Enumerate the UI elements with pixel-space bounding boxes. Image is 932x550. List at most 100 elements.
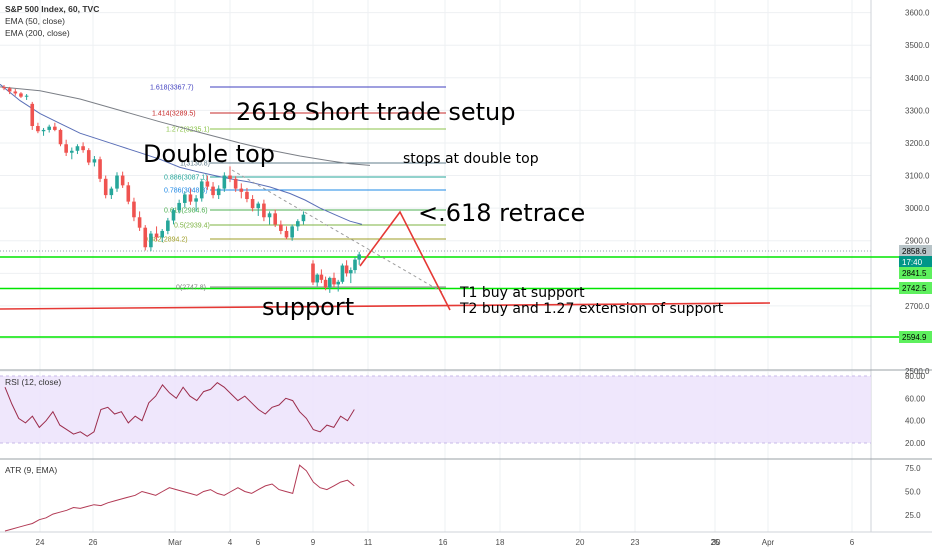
candle-body-12[interactable] (70, 150, 74, 153)
candle-body-10[interactable] (58, 129, 63, 145)
candle-body-22[interactable] (126, 185, 131, 202)
candle-body-59[interactable] (332, 277, 336, 285)
atr-legend[interactable]: ATR (9, EMA) (5, 465, 57, 475)
candle-body-23[interactable] (132, 201, 136, 218)
candle-body-14[interactable] (81, 146, 85, 151)
candle-body-43[interactable] (245, 191, 249, 200)
candle-body-34[interactable] (194, 198, 198, 202)
price-tag-label-4: 2594.9 (902, 333, 927, 342)
candle-body-16[interactable] (92, 159, 97, 163)
candle-body-36[interactable] (205, 181, 210, 187)
price-tick-7: 2900.0 (905, 237, 930, 246)
candle-body-25[interactable] (143, 227, 148, 248)
candle-body-7[interactable] (41, 129, 46, 132)
candle-body-2[interactable] (13, 91, 18, 94)
support-lines[interactable] (0, 256, 932, 338)
candle-body-53[interactable] (301, 214, 306, 222)
candle-body-55[interactable] (315, 274, 319, 283)
t1-annotation: T1 buy at support (459, 285, 585, 301)
ema200-legend[interactable]: EMA (200, close) (5, 28, 70, 38)
candle-body-9[interactable] (53, 126, 57, 130)
candle-body-39[interactable] (222, 175, 227, 189)
candle-body-38[interactable] (216, 188, 221, 196)
candle-body-37[interactable] (211, 186, 215, 196)
candle-body-41[interactable] (233, 178, 238, 189)
atr-line[interactable] (4, 464, 355, 532)
candle-body-45[interactable] (256, 203, 261, 209)
ema200-line[interactable] (0, 86, 371, 166)
rsi-tick-3: 20.00 (905, 439, 926, 448)
candle-body-18[interactable] (103, 178, 108, 196)
atr-axis: 75.0 50.0 25.0 (905, 464, 921, 520)
t2-annotation: T2 buy and 1.27 extension of support (459, 301, 724, 317)
candle-body-50[interactable] (284, 230, 289, 238)
candle-body-49[interactable] (279, 224, 283, 231)
candle-body-57[interactable] (323, 279, 328, 288)
candle-body-62[interactable] (344, 265, 349, 274)
candle-body-44[interactable] (250, 199, 255, 209)
candle-body-31[interactable] (177, 202, 181, 211)
candle-body-51[interactable] (290, 226, 294, 238)
candle-body-0[interactable] (2, 86, 6, 89)
rsi-axis: 80.00 60.00 40.00 20.00 (905, 372, 926, 448)
candle-body-15[interactable] (86, 150, 91, 163)
candle-body-1[interactable] (7, 88, 12, 92)
candle-body-64[interactable] (353, 259, 357, 271)
rsi-line[interactable] (4, 382, 355, 437)
candle-body-26[interactable] (149, 233, 153, 248)
candle-body-13[interactable] (75, 146, 80, 151)
rsi-legend[interactable]: RSI (12, close) (5, 377, 61, 387)
time-tick-11: 25 (711, 538, 720, 547)
candle-body-6[interactable] (36, 126, 40, 132)
candle-body-58[interactable] (328, 277, 332, 288)
candle-body-52[interactable] (296, 221, 300, 227)
double-top-annotation: Double top (143, 140, 275, 168)
candle-body-63[interactable] (349, 270, 353, 274)
candle-body-3[interactable] (19, 93, 23, 97)
candle-body-61[interactable] (340, 265, 345, 282)
candle-body-60[interactable] (336, 281, 340, 285)
time-tick-0: 24 (36, 538, 45, 547)
candle-body-19[interactable] (109, 188, 114, 196)
candle-body-17[interactable] (98, 159, 102, 179)
ema50-legend[interactable]: EMA (50, close) (5, 16, 65, 26)
candle-body-11[interactable] (64, 144, 68, 153)
candle-body-35[interactable] (199, 181, 204, 199)
candle-body-29[interactable] (166, 220, 170, 231)
candle-body-42[interactable] (239, 188, 244, 192)
candle-body-48[interactable] (273, 213, 277, 225)
candle-body-5[interactable] (30, 103, 35, 127)
candle-body-56[interactable] (319, 274, 324, 280)
price-tick-2: 3400.0 (905, 74, 930, 83)
candle-body-4[interactable] (24, 95, 29, 97)
candle-body-54[interactable] (311, 263, 315, 283)
candle-body-65[interactable] (357, 254, 361, 260)
candle-body-40[interactable] (228, 175, 232, 179)
ema50-line[interactable] (0, 83, 363, 225)
projection-path[interactable] (359, 210, 451, 311)
candle-body-27[interactable] (154, 233, 159, 238)
price-tag-2 (899, 267, 932, 279)
candle-body-20[interactable] (115, 175, 119, 189)
candles[interactable] (2, 84, 361, 293)
candle-body-28[interactable] (160, 230, 164, 238)
fibonacci-levels[interactable]: 1.618(3367.7) 1.414(3289.5) 1.272(3235.1) 1… (144, 85, 446, 292)
price-tick-11: 2500.0 (905, 367, 930, 376)
candle-body-30[interactable] (171, 210, 176, 221)
candle-body-24[interactable] (137, 217, 142, 228)
price-axis[interactable]: 3600.0 3500.0 3400.0 3300.0 3200.0 3100.0 3000… (905, 9, 930, 376)
dashed-trend-line[interactable] (231, 169, 443, 293)
red-trend-line[interactable] (0, 302, 771, 310)
candle-body-8[interactable] (47, 126, 51, 130)
symbol-title[interactable]: S&P 500 Index, 60, TVC (5, 4, 99, 14)
candle-body-33[interactable] (188, 194, 193, 202)
price-tick-3: 3300.0 (905, 106, 930, 115)
candle-body-47[interactable] (267, 213, 272, 218)
fib-label-7: 0.5(2939.4) (174, 223, 210, 230)
time-tick-7: 16 (439, 538, 448, 547)
candle-body-32[interactable] (183, 194, 187, 203)
candle-body-21[interactable] (120, 175, 125, 186)
candle-body-46[interactable] (262, 203, 266, 218)
